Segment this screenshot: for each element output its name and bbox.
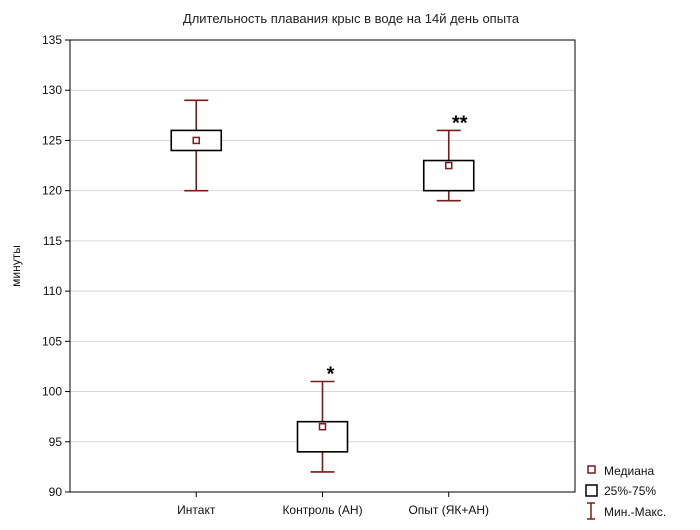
y-tick-label: 100 (42, 385, 62, 399)
y-axis-label: минуты (9, 245, 23, 287)
median-marker (192, 136, 200, 145)
median-marker (445, 161, 453, 170)
y-tick-label: 135 (42, 33, 62, 47)
box-group: ** (422, 112, 475, 202)
legend-box-marker (585, 484, 598, 497)
y-tick-label: 115 (43, 234, 62, 248)
y-tick-label: 130 (42, 83, 62, 97)
y-tick-label: 110 (43, 284, 62, 298)
y-tick-label: 90 (49, 485, 63, 499)
box-group (170, 99, 223, 192)
legend-median-label: Медиана (604, 464, 655, 478)
legend-whisker-marker (587, 502, 595, 520)
legend-box-label: 25%-75% (604, 484, 656, 498)
y-tick-label: 95 (49, 435, 63, 449)
chart-title: Длительность плавания крыс в воде на 14й… (183, 11, 520, 26)
boxes: *** (170, 99, 475, 473)
box-group: * (296, 364, 349, 473)
legend: Медиана 25%-75% Мин.-Макс. (585, 464, 666, 520)
legend-median-marker (587, 465, 596, 474)
x-tick-label: Контроль (АН) (282, 503, 362, 517)
significance-marker: * (327, 364, 335, 386)
x-tick-label: Опыт (ЯК+АН) (408, 503, 489, 517)
y-tick-label: 125 (42, 133, 62, 147)
median-marker (318, 422, 327, 431)
y-tick-label: 120 (42, 184, 62, 198)
grid (70, 89, 575, 443)
y-tick-label: 105 (42, 334, 62, 348)
significance-marker: ** (452, 112, 468, 134)
x-tick-label: Интакт (177, 503, 216, 517)
x-axis: Интакт Контроль (АН) Опыт (ЯК+АН) (177, 492, 489, 517)
y-axis: 90 95 100 105 110 115 120 125 130 135 (42, 33, 70, 499)
legend-whisker-label: Мин.-Макс. (604, 505, 666, 519)
